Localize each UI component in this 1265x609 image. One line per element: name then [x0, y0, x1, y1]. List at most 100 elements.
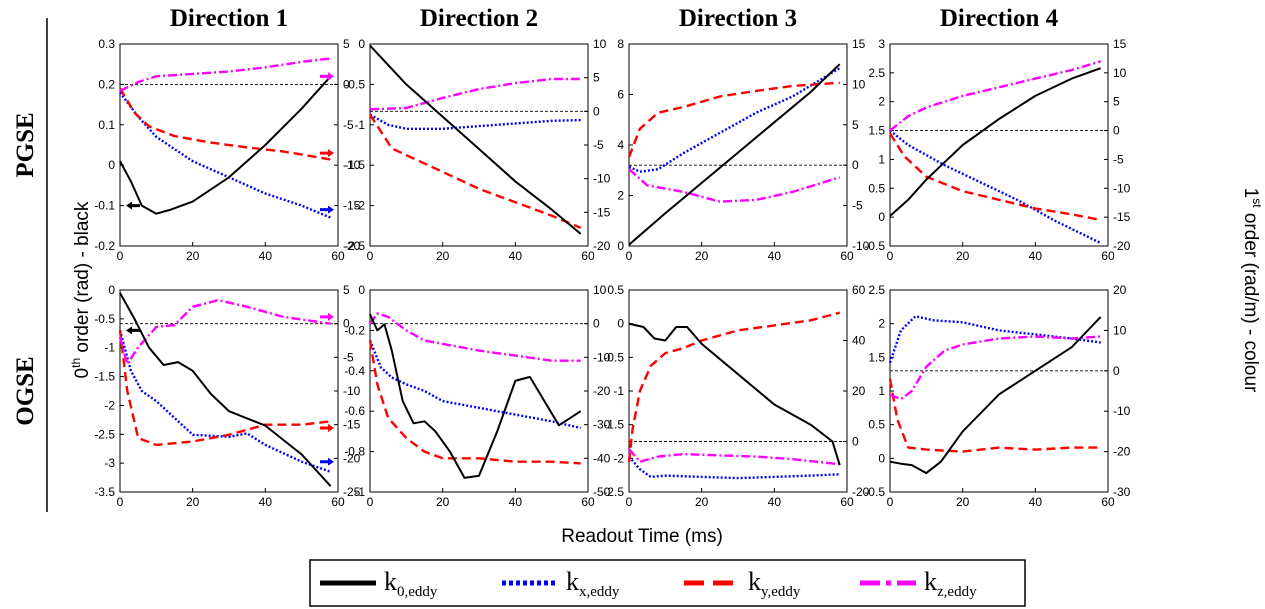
panel: 0 20 40 60-1-0.8-0.6-0.4-0.20-50-40-30-20-1… [344, 283, 610, 509]
y-tick-label-right: 20 [1113, 283, 1127, 297]
y-tick-label-right: -40 [593, 451, 611, 465]
series-line-k0 [369, 313, 582, 479]
y-tick-label-right: -10 [593, 350, 611, 364]
x-axis-label: Readout Time (ms) [561, 526, 723, 547]
series-line-ky [627, 311, 841, 462]
axis-indicator-arrow [320, 205, 334, 214]
y-tick-label-left: -2.5 [344, 239, 365, 253]
y-tick-label-right: -10 [593, 172, 611, 186]
x-tick-label: 20 [956, 495, 970, 509]
column-title: Direction 3 [679, 5, 797, 32]
series-line-k0 [889, 67, 1102, 217]
y-axis-label-right: 1st order (rad/m) - colour [1240, 188, 1264, 393]
x-tick-label: 40 [768, 249, 782, 263]
y-tick-label-right: -5 [343, 118, 354, 132]
y-tick-label-right: 0 [593, 104, 600, 118]
x-tick-label: 40 [1029, 495, 1043, 509]
y-tick-label-right: 10 [1113, 323, 1127, 337]
x-tick-label: 40 [768, 495, 782, 509]
plot-frame [369, 43, 589, 247]
y-tick-label-left: -1.5 [344, 158, 365, 172]
x-tick-label: 20 [186, 495, 200, 509]
y-tick-label-right: -25 [343, 485, 361, 499]
y-tick-label-right: -15 [343, 199, 361, 213]
y-tick-label-left: -1 [104, 341, 115, 355]
y-tick-label-left: 2.5 [868, 66, 885, 80]
panel: 0 20 40 60 -2.5 -2 -1.5 -1 -0.5 0 0.5 -20 0 20 40 60 [603, 283, 869, 509]
y-tick-label-right: 5 [1113, 95, 1120, 109]
y-tick-label-left: -2.5 [603, 485, 624, 499]
series-line-k0 [119, 292, 332, 487]
y-tick-label-left: 1.5 [868, 350, 885, 364]
series-line-k0 [889, 316, 1102, 475]
y-tick-label-right: -15 [593, 205, 611, 219]
y-tick-label-left: 0 [617, 239, 624, 253]
y-tick-label-left: 0 [358, 37, 365, 51]
y-tick-label-right: -20 [1113, 239, 1131, 253]
y-tick-label-left: -0.5 [864, 239, 885, 253]
y-tick-label-left: -1 [613, 384, 624, 398]
y-tick-label-right: -10 [1113, 181, 1131, 195]
x-tick-label: 0 [117, 249, 124, 263]
plot-frame [889, 289, 1109, 493]
y-tick-label-right: -15 [1113, 210, 1131, 224]
legend: k0,eddy kx,eddy ky,eddy kz,eddy [309, 559, 1026, 607]
y-tick-label-left: 0.1 [98, 118, 115, 132]
y-tick-label-right: -5 [343, 350, 354, 364]
series-line-kz [628, 448, 840, 466]
y-tick-label-left: 6 [617, 88, 624, 102]
x-tick-label: 60 [331, 495, 345, 509]
series-line-kx [118, 330, 332, 473]
x-tick-label: 0 [887, 495, 894, 509]
series-line-kx [889, 129, 1102, 245]
y-tick-label-right: -15 [343, 418, 361, 432]
x-tick-label: 40 [259, 495, 273, 509]
y-tick-label-left: 0.5 [868, 181, 885, 195]
series-line-k0 [628, 322, 841, 466]
column-title: Direction 1 [170, 5, 288, 32]
y-tick-label-right: 0 [1113, 364, 1120, 378]
x-tick-label: 60 [581, 495, 595, 509]
y-tick-label-left: -0.8 [344, 445, 365, 459]
axis-indicator-arrow [320, 424, 334, 433]
x-tick-label: 0 [117, 495, 124, 509]
y-tick-label-right: 10 [852, 77, 866, 91]
y-tick-label-left: -0.5 [603, 350, 624, 364]
y-tick-label-left: -0.5 [864, 485, 885, 499]
series-line-ky [368, 114, 582, 229]
series-line-kz [628, 168, 841, 203]
series-line-kz [118, 298, 331, 366]
x-tick-label: 0 [626, 495, 633, 509]
y-tick-label-left: 1.5 [868, 124, 885, 138]
y-tick-label-left: -2 [354, 199, 365, 213]
y-tick-label-left: 0.3 [98, 37, 115, 51]
y-tick-label-left: -0.6 [344, 404, 365, 418]
y-tick-label-right: -20 [343, 239, 361, 253]
x-tick-label: 0 [367, 249, 374, 263]
y-tick-label-left: 0 [108, 283, 115, 297]
y-tick-label-left: -2 [104, 398, 115, 412]
y-tick-label-right: -20 [343, 451, 361, 465]
y-tick-label-left: -0.2 [94, 239, 115, 253]
y-tick-label-left: 0.5 [607, 283, 624, 297]
series-line-ky [118, 87, 331, 161]
y-tick-label-left: 0.2 [98, 77, 115, 91]
series-line-ky [888, 378, 1101, 453]
series-line-k0 [628, 63, 841, 246]
y-tick-label-left: -1 [354, 485, 365, 499]
y-tick-label-right: 0 [343, 317, 350, 331]
x-tick-label: 20 [436, 495, 450, 509]
series-line-ky [368, 340, 581, 465]
series-line-ky [627, 81, 840, 158]
axis-indicator-arrow [320, 149, 334, 158]
series-line-kz [369, 77, 581, 111]
plot-frame [628, 289, 848, 493]
row-label: PGSE [12, 112, 39, 177]
y-tick-label-right: -5 [593, 138, 604, 152]
y-tick-label-right: -10 [343, 384, 361, 398]
y-tick-label-left: 0 [108, 158, 115, 172]
column-titles: Direction 1 Direction 2 Direction 3 Directi… [170, 5, 1059, 32]
x-tick-label: 0 [367, 495, 374, 509]
y-tick-label-left: -1 [354, 118, 365, 132]
